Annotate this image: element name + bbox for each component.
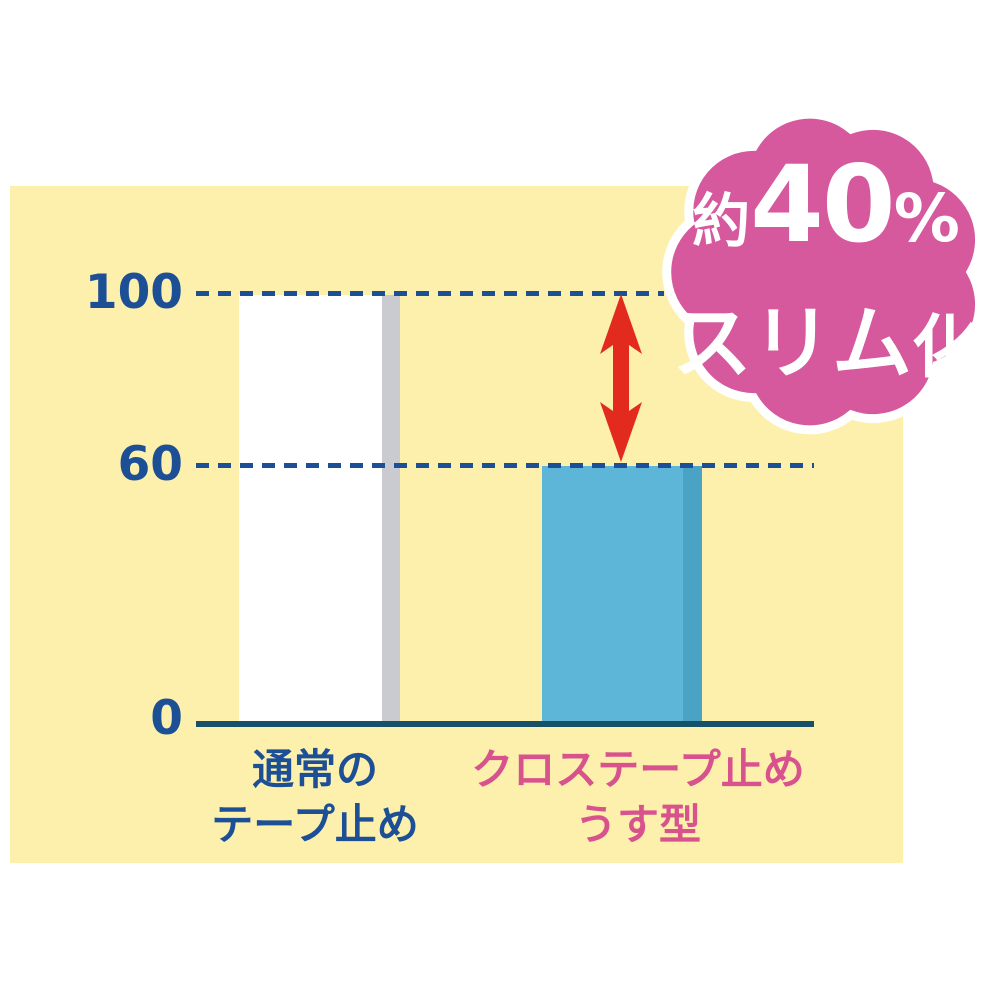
gridline-100 <box>196 291 664 296</box>
badge-slim-text: スリム <box>671 296 912 390</box>
category-label-cross-tape: クロステープ止め うす型 <box>463 742 813 852</box>
category-label-regular-tape: 通常の テープ止め <box>190 742 440 852</box>
ytick-label-100: 100 <box>84 265 183 320</box>
double-arrow-shape <box>600 294 642 462</box>
ytick-label-0: 0 <box>150 691 183 746</box>
double-arrow-svg <box>600 294 642 462</box>
badge-percentage-value: 40 <box>750 142 896 266</box>
x-axis-line <box>196 721 814 727</box>
bar-cross-tape-thin <box>542 466 683 723</box>
difference-arrow-icon <box>596 294 646 462</box>
category1-line2: テープ止め <box>211 800 419 849</box>
bar-regular-tape <box>239 295 382 723</box>
slim-badge-text: 約40% スリム化 <box>654 106 998 438</box>
slim-badge-blob-icon <box>662 109 985 435</box>
badge-ka-text: 化 <box>911 308 980 388</box>
category2-line2: うす型 <box>574 800 701 849</box>
slim-badge <box>654 106 998 438</box>
slim-badge-blob-shape <box>662 109 985 435</box>
badge-percent-sign: % <box>893 179 960 257</box>
gridline-60 <box>196 463 814 468</box>
category1-line1: 通常の <box>251 745 378 794</box>
badge-line2: スリム化 <box>672 296 980 414</box>
badge-line1: 約40% <box>692 142 960 296</box>
bar-cross-tape-thin-shadow <box>683 466 702 723</box>
category2-line1: クロステープ止め <box>471 745 805 794</box>
bar-regular-tape-shadow <box>382 295 400 723</box>
badge-approx: 約 <box>692 186 751 255</box>
ytick-label-60: 60 <box>117 437 183 492</box>
